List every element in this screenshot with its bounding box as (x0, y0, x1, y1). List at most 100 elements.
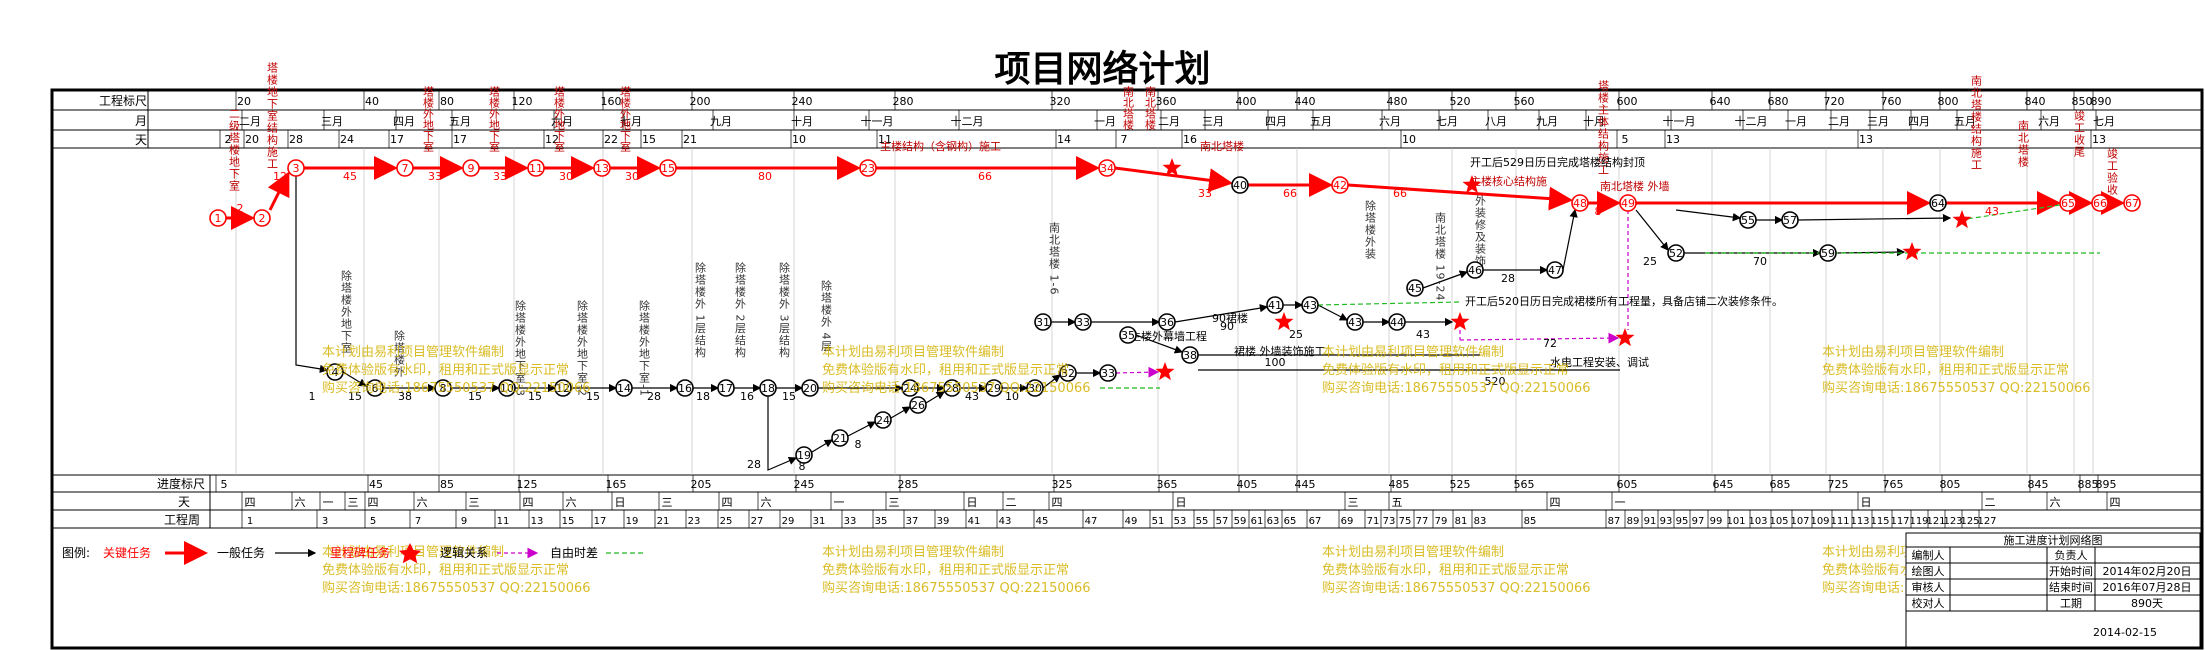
bottom-weekday: 一 (834, 496, 845, 509)
bottom-scale-tick: 405 (1237, 478, 1258, 491)
svg-text:8: 8 (440, 382, 447, 395)
event-node: 15 (659, 159, 677, 177)
event-node: 57 (1781, 211, 1799, 229)
event-node: 19 (795, 446, 813, 464)
duration-label: 30 (559, 170, 573, 183)
top-month: 二月 (239, 115, 261, 128)
top-day: 24 (340, 133, 354, 146)
event-node: 31 (1034, 313, 1052, 331)
tb-k2-2: 结束时间 (2049, 581, 2093, 594)
tb-v2-1: 2014年02月20日 (2103, 564, 2192, 578)
bottom-week: 83 (1474, 516, 1487, 527)
duration-label: 18 (696, 390, 710, 403)
bottom-weekday: 四 (368, 496, 379, 509)
top-scale-tick: 440 (1295, 95, 1316, 108)
event-node: 20 (801, 379, 819, 397)
event-node: 13 (593, 159, 611, 177)
bottom-week: 65 (1284, 516, 1297, 527)
svg-text:13: 13 (595, 162, 609, 175)
bottom-scale-tick: 605 (1617, 478, 1638, 491)
bottom-scale-tick: 85 (440, 478, 454, 491)
watermark-text: 本计划由易利项目管理软件编制 (322, 345, 504, 360)
svg-text:26: 26 (911, 399, 925, 412)
top-month: 七月 (1436, 115, 1458, 128)
duration-label: 520 (1485, 375, 1506, 388)
svg-text:24: 24 (903, 382, 917, 395)
event-node: 30 (1026, 379, 1044, 397)
svg-text:46: 46 (1468, 264, 1482, 277)
bottom-week: 11 (497, 516, 510, 527)
top-scale-tick: 400 (1236, 95, 1257, 108)
watermark-text: 免费体验版有水印，租用和正式版显示正常 (322, 362, 569, 378)
svg-text:28: 28 (945, 382, 959, 395)
duration-label: 33 (1198, 187, 1212, 200)
event-node: 12 (554, 379, 572, 397)
watermark-text: 购买咨询电话:18675550537 QQ:22150066 (1322, 580, 1591, 596)
top-scale-tick: 560 (1514, 95, 1535, 108)
top-scale-label: 工程标尺 (99, 93, 147, 108)
bottom-week: 33 (844, 516, 857, 527)
bottom-weekday: 三 (1348, 496, 1359, 509)
duration-label: 12 (273, 170, 287, 183)
task-vertical-label: 南北塔楼结构施工 (1970, 75, 1983, 171)
bottom-scale-tick: 125 (517, 478, 538, 491)
bottom-week: 99 (1710, 516, 1723, 527)
top-month: 五月 (1310, 115, 1332, 128)
bottom-week: 1 (247, 516, 253, 527)
bottom-week: 51 (1152, 516, 1165, 527)
top-day: 17 (390, 133, 404, 146)
svg-text:33: 33 (1076, 316, 1090, 329)
svg-text:17: 17 (719, 382, 733, 395)
bottom-weekday: 一 (323, 496, 334, 509)
bottom-week: 55 (1196, 516, 1209, 527)
svg-text:24: 24 (876, 414, 890, 427)
duration-label: 25 (1289, 328, 1303, 341)
tb-k2-0: 负责人 (2055, 548, 2088, 562)
top-day: 10 (1402, 133, 1416, 146)
bottom-week: 97 (1692, 516, 1705, 527)
bottom-weekday: 六 (761, 496, 772, 509)
top-day: 5 (1622, 133, 1629, 146)
bottom-scale-tick: 205 (691, 478, 712, 491)
duration-label: 66 (1283, 187, 1297, 200)
watermark-text: 本计划由易利项目管理软件编制 (822, 345, 1004, 360)
event-node: 1 (209, 209, 227, 227)
bottom-week: 21 (657, 516, 670, 527)
bottom-scale-tick: 325 (1052, 478, 1073, 491)
event-node: 44 (1388, 313, 1406, 331)
svg-text:31: 31 (1036, 316, 1050, 329)
svg-text:52: 52 (1669, 247, 1683, 260)
svg-text:48: 48 (1573, 197, 1587, 210)
svg-text:49: 49 (1621, 197, 1635, 210)
top-vertical-label: 南北塔楼 (1144, 86, 1157, 131)
bottom-week: 9 (461, 516, 467, 527)
bottom-week: 27 (751, 516, 764, 527)
event-node: 29 (985, 379, 1003, 397)
task-annotation: 主楼结构（含钢构）施工 (880, 139, 1001, 153)
svg-text:14: 14 (617, 382, 631, 395)
task-vertical-label: 外装修及装饰 (1474, 195, 1487, 267)
tb-k1-1: 绘图人 (1912, 564, 1945, 578)
svg-text:3: 3 (293, 162, 300, 175)
title-block: 施工进度计划网络图 编制人 负责人 绘图人 开始时间 2014年02月20日 审… (1905, 532, 2201, 648)
duration-label: 8 (799, 460, 806, 473)
watermark-text: 免费体验版有水印，租用和正式版显示正常 (1322, 362, 1569, 378)
bottom-scale-tick: 45 (369, 478, 383, 491)
bottom-weekday: 一 (1615, 496, 1626, 509)
top-scale-tick: 850 (2072, 95, 2093, 108)
watermark-text: 购买咨询电话:18675550537 QQ:22150066 (322, 580, 591, 596)
top-scale-tick: 40 (365, 95, 379, 108)
bottom-week: 121 (1926, 516, 1945, 527)
duration-label: 2 (237, 202, 244, 215)
event-node: 47 (1546, 261, 1564, 279)
event-node: 24 (901, 379, 919, 397)
event-node: 38 (1181, 346, 1199, 364)
bottom-weekday: 六 (2050, 496, 2061, 509)
milestone-star (1902, 242, 1922, 261)
duration-label: 66 (1393, 187, 1407, 200)
bottom-week: 119 (1909, 516, 1928, 527)
watermark-text: 购买咨询电话:18675550537 QQ:22150066 (1822, 380, 2091, 396)
top-month: 二月 (1828, 115, 1850, 128)
duration-label: 8 (855, 438, 862, 451)
event-node: 33 (1099, 364, 1117, 382)
